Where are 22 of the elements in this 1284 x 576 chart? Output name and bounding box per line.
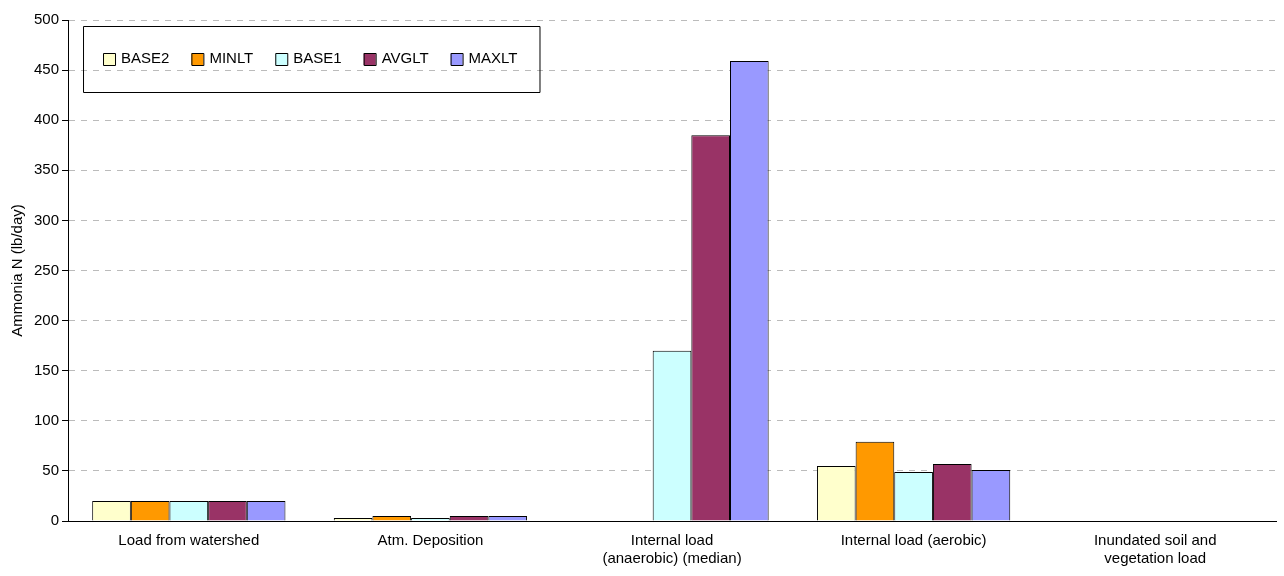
y-tick-label: 500 <box>34 10 60 28</box>
x-tick-label: Load from watershed <box>118 531 260 549</box>
x-tick-label: Inundated soil and vegetation load <box>1093 531 1217 567</box>
legend-label: BASE1 <box>293 49 342 67</box>
x-tick-label: Internal load (anaerobic) (median) <box>602 531 742 567</box>
x-tick-label: Internal load (aerobic) <box>840 531 987 549</box>
legend-label: MAXLT <box>468 49 518 67</box>
y-tick-label: 250 <box>34 260 60 278</box>
y-tick-label: 350 <box>34 160 60 178</box>
y-tick-label: 450 <box>34 60 60 78</box>
y-tick-label: 200 <box>34 310 60 328</box>
y-tick-label: 100 <box>34 410 60 428</box>
y-tick-label: 400 <box>34 110 60 128</box>
x-tick-label: Atm. Deposition <box>377 531 484 549</box>
legend-label: MINLT <box>209 49 254 67</box>
y-tick-label: 50 <box>42 461 60 479</box>
y-tick-label: 150 <box>34 360 60 378</box>
y-axis-title: Ammonia N (lb/day) <box>8 204 26 337</box>
y-tick-label: 0 <box>50 511 60 529</box>
y-tick-label: 300 <box>34 210 60 228</box>
legend-label: BASE2 <box>121 49 170 67</box>
legend-label: AVGLT <box>381 49 429 67</box>
